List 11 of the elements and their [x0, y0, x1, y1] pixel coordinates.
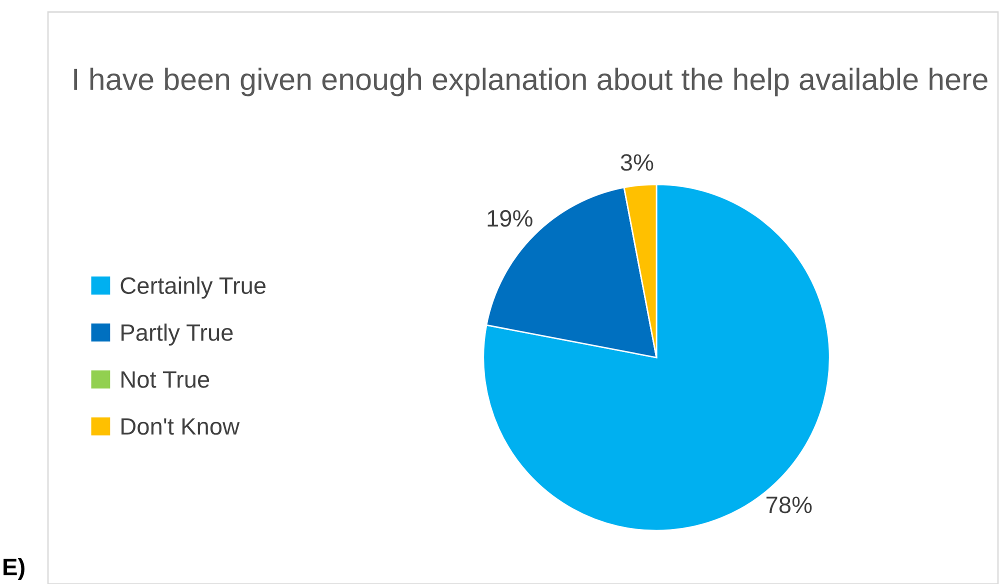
legend-label: Not True [122, 371, 210, 388]
pie-slice [486, 186, 658, 358]
legend-label: Partly True [122, 324, 233, 346]
legend-label: Don't Know [122, 418, 240, 435]
pie-slice [482, 184, 830, 532]
chart-title: I have been given enough explanation about the help available here [74, 68, 988, 96]
data-label: 3% [620, 154, 654, 171]
data-label: 78% [766, 496, 812, 514]
legend-label: Certainly True [120, 276, 266, 299]
data-label: 19% [488, 210, 532, 227]
text: E) [4, 558, 24, 580]
